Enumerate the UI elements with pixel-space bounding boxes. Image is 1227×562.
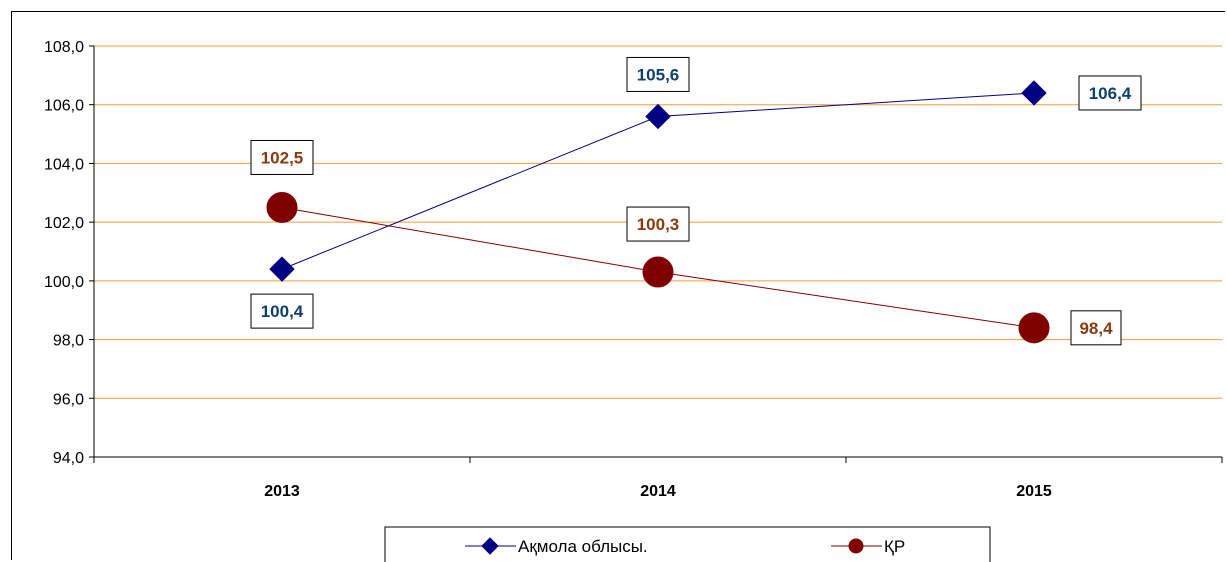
y-tick-label: 96,0	[53, 391, 84, 408]
data-point-circle	[1018, 312, 1050, 344]
data-point-diamond	[645, 103, 671, 130]
legend: Ақмола облысы. ҚР	[384, 526, 991, 562]
data-label-box	[250, 293, 314, 329]
x-tick-label: 2015	[1016, 483, 1052, 500]
data-point-diamond	[481, 537, 499, 555]
data-label-box	[626, 56, 690, 92]
legend-items: Ақмола облысы. ҚР	[465, 537, 905, 556]
x-tick-label: 2014	[640, 483, 676, 500]
data-point-diamond	[269, 256, 295, 282]
data-label: 105,6	[637, 65, 680, 84]
data-point-circle	[266, 191, 298, 223]
data-label: 102,5	[261, 148, 304, 167]
series-lines	[266, 80, 1050, 344]
data-point-diamond	[1021, 80, 1047, 106]
data-label-box	[1070, 310, 1122, 346]
y-tick-label: 102,0	[44, 215, 84, 232]
y-tick-label: 106,0	[44, 98, 84, 115]
chart-frame	[11, 11, 1225, 560]
data-point-circle	[642, 256, 674, 288]
data-label-box	[250, 139, 314, 175]
y-tick-label: 104,0	[44, 156, 84, 173]
legend-label: ҚР	[884, 537, 905, 556]
y-tick-labels: 94,0 96,0 98,0 100,0 102,0 104,0 106,0 108,0	[44, 39, 84, 467]
y-tick-label: 94,0	[53, 450, 84, 467]
y-tick-label: 108,0	[44, 39, 84, 56]
data-label: 100,4	[261, 302, 304, 321]
y-tick-label: 98,0	[53, 333, 84, 350]
data-label: 106,4	[1089, 84, 1132, 103]
data-labels: 100,4 105,6 106,4 102,5 100,3 98,4	[250, 56, 1142, 346]
legend-label: Ақмола облысы.	[518, 537, 648, 556]
data-label-box	[626, 206, 690, 242]
y-tick-label: 100,0	[44, 274, 84, 291]
axes	[89, 45, 1223, 463]
x-tick-labels: 2013 2014 2015	[264, 483, 1052, 500]
data-label: 98,4	[1079, 319, 1113, 338]
data-label: 100,3	[637, 215, 680, 234]
data-point-circle	[848, 538, 864, 554]
x-tick-label: 2013	[264, 483, 300, 500]
data-label-box	[1078, 75, 1142, 111]
